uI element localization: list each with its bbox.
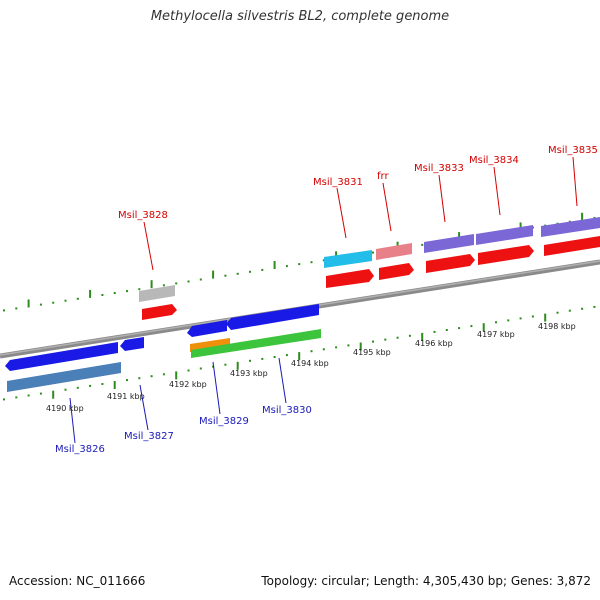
gene-feature-purple[interactable] [476,225,533,245]
gene-feature-red[interactable] [478,245,534,265]
gene-feature-grey[interactable] [139,285,175,302]
gene-feature-red[interactable] [426,254,475,273]
genome-summary-text: Topology: circular; Length: 4,305,430 bp… [261,574,591,588]
gene-feature-blue[interactable] [5,342,118,371]
gene-feature-purple[interactable] [541,217,600,237]
scale-label: 4191 kbp [107,392,145,401]
scale-label: 4195 kbp [353,348,391,357]
label-leader [139,384,149,431]
gene-feature-green[interactable] [191,329,321,358]
gene-feature-blue[interactable] [187,320,227,337]
gene-label[interactable]: Msil_3830 [262,405,312,416]
gene-label[interactable]: Msil_3827 [124,431,174,442]
gene-feature-pink[interactable] [376,243,412,260]
gene-label[interactable]: frr [377,171,389,182]
scale-label: 4198 kbp [538,322,576,331]
label-leader [336,187,347,239]
scale-label: 4196 kbp [415,339,453,348]
map-title: Methylocella silvestris BL2, complete ge… [150,9,450,24]
gene-feature-steelblue[interactable] [7,362,121,392]
label-leader [143,221,154,271]
forward-scale-ticks [3,212,596,312]
gene-feature-red[interactable] [326,269,374,288]
gene-label[interactable]: Msil_3829 [199,416,249,427]
label-leader [493,166,501,216]
gene-label[interactable]: Msil_3828 [118,210,168,221]
gene-feature-cyan[interactable] [324,250,372,268]
accession-text: Accession: NC_011666 [9,574,146,588]
scale-label: 4193 kbp [230,369,268,378]
scale-label: 4197 kbp [477,330,515,339]
label-leader [382,182,392,232]
reverse-scale-ticks [3,305,596,401]
gene-label[interactable]: Msil_3831 [313,177,363,188]
gene-feature-blue[interactable] [226,304,319,330]
gene-feature-blue[interactable] [120,337,144,351]
label-leader [212,361,221,415]
scale-label: 4194 kbp [291,359,329,368]
gene-feature-red[interactable] [544,236,600,256]
scale-label: 4192 kbp [169,380,207,389]
gene-feature-orange[interactable] [190,338,230,352]
gene-label[interactable]: Msil_3833 [414,163,464,174]
label-leader [438,174,446,223]
gene-feature-purple[interactable] [424,234,474,253]
label-leader [69,397,76,444]
gene-label[interactable]: Msil_3835 [548,145,598,156]
gene-label[interactable]: Msil_3826 [55,444,105,455]
gene-label[interactable]: Msil_3834 [469,155,519,166]
scale-label: 4190 kbp [46,404,84,413]
label-leader [278,357,287,404]
label-leader [572,156,578,207]
gene-feature-red[interactable] [379,263,414,280]
gene-feature-red[interactable] [142,304,177,320]
